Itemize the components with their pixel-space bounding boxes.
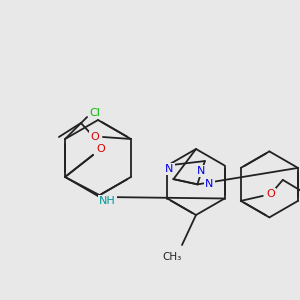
Text: N: N	[205, 179, 214, 189]
Text: O: O	[91, 132, 99, 142]
Text: N: N	[197, 166, 205, 176]
Text: O: O	[97, 144, 106, 154]
Text: Cl: Cl	[90, 108, 101, 118]
Text: NH: NH	[99, 196, 116, 206]
Text: CH₃: CH₃	[162, 252, 182, 262]
Text: N: N	[165, 164, 174, 174]
Text: O: O	[266, 189, 275, 199]
